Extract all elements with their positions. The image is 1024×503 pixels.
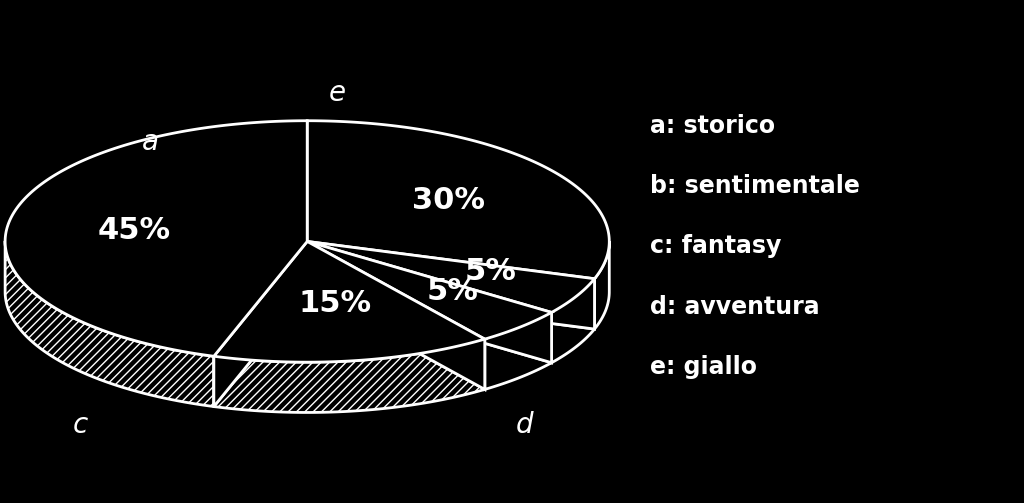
Text: 15%: 15% [298,289,371,317]
Polygon shape [307,241,484,389]
Text: c: fantasy: c: fantasy [650,234,781,259]
Text: d: d [516,411,534,439]
Text: a: a [141,128,159,156]
Polygon shape [5,121,307,356]
Text: d: avventura: d: avventura [650,295,820,319]
Polygon shape [307,241,552,363]
Polygon shape [307,241,484,389]
Text: 45%: 45% [97,216,171,245]
Text: 5%: 5% [427,278,478,306]
Text: 5%: 5% [464,257,516,286]
Text: 30%: 30% [413,186,485,215]
Polygon shape [307,241,552,363]
Polygon shape [307,241,595,329]
Polygon shape [214,241,484,362]
Polygon shape [307,241,595,329]
Polygon shape [307,241,595,312]
Text: b: sentimentale: b: sentimentale [650,174,860,198]
Polygon shape [214,241,307,406]
Polygon shape [484,312,552,389]
Text: c: c [73,411,88,439]
Polygon shape [307,241,552,339]
Polygon shape [5,241,214,406]
Text: e: e [329,79,346,107]
Polygon shape [595,241,609,329]
Text: a: storico: a: storico [650,114,775,138]
Polygon shape [307,121,609,279]
Polygon shape [214,339,484,412]
Polygon shape [552,279,595,363]
Text: e: giallo: e: giallo [650,355,757,379]
Polygon shape [214,241,307,406]
